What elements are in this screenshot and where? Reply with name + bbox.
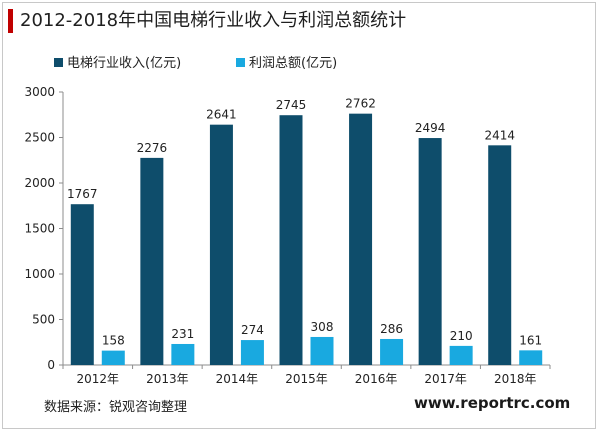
data-label-0-0: 1767 (67, 187, 98, 201)
y-tick-label-2000: 2000 (24, 176, 55, 190)
data-label-1-4: 286 (380, 322, 403, 336)
bar-1-5 (449, 345, 473, 365)
x-tick-label-6: 2018年 (494, 372, 537, 386)
data-label-1-5: 210 (450, 329, 473, 343)
y-tick-label-500: 500 (32, 313, 55, 327)
bar-1-3 (310, 336, 334, 365)
y-tick-label-1500: 1500 (24, 222, 55, 236)
y-tick-label-3000: 3000 (24, 85, 55, 99)
bar-1-4 (380, 338, 404, 365)
x-tick-label-0: 2012年 (77, 372, 120, 386)
y-tick-label-1000: 1000 (24, 267, 55, 281)
bar-1-0 (101, 350, 125, 365)
legend-label-0: 电梯行业收入(亿元) (67, 56, 181, 71)
y-tick-label-0: 0 (47, 358, 55, 372)
y-tick-label-2500: 2500 (24, 131, 55, 145)
data-label-1-2: 274 (241, 323, 264, 337)
data-label-0-4: 2762 (345, 97, 376, 111)
legend-label-1: 利润总额(亿元) (249, 56, 337, 71)
bar-1-1 (171, 343, 195, 365)
bar-0-4 (349, 113, 373, 366)
bar-0-2 (209, 124, 233, 365)
data-label-1-1: 231 (171, 327, 194, 341)
data-source-note: 数据来源：锐观咨询整理 (44, 400, 188, 415)
legend-swatch-0 (54, 58, 63, 67)
data-label-1-0: 158 (102, 334, 125, 348)
legend-swatch-1 (236, 58, 245, 67)
bar-0-0 (70, 204, 94, 365)
data-label-0-6: 2414 (484, 128, 515, 142)
x-tick-label-2: 2014年 (216, 372, 259, 386)
data-label-0-3: 2745 (276, 98, 307, 112)
data-label-0-5: 2494 (415, 121, 446, 135)
bar-0-3 (279, 115, 303, 365)
x-tick-label-5: 2017年 (424, 372, 467, 386)
data-label-1-3: 308 (311, 320, 334, 334)
bar-0-5 (418, 138, 442, 365)
chart-title: 2012-2018年中国电梯行业收入与利润总额统计 (20, 10, 407, 31)
x-tick-label-3: 2015年 (285, 372, 328, 386)
title-accent-bar (8, 9, 13, 33)
bar-0-6 (488, 145, 512, 365)
bar-1-2 (240, 340, 264, 365)
bar-0-1 (140, 157, 164, 365)
data-label-0-1: 2276 (137, 141, 168, 155)
data-label-1-6: 161 (519, 333, 542, 347)
website-url[interactable]: www.reportrc.com (414, 394, 571, 412)
x-tick-label-1: 2013年 (146, 372, 189, 386)
x-tick-label-4: 2016年 (355, 372, 398, 386)
bar-1-6 (519, 350, 543, 365)
data-label-0-2: 2641 (206, 108, 237, 122)
